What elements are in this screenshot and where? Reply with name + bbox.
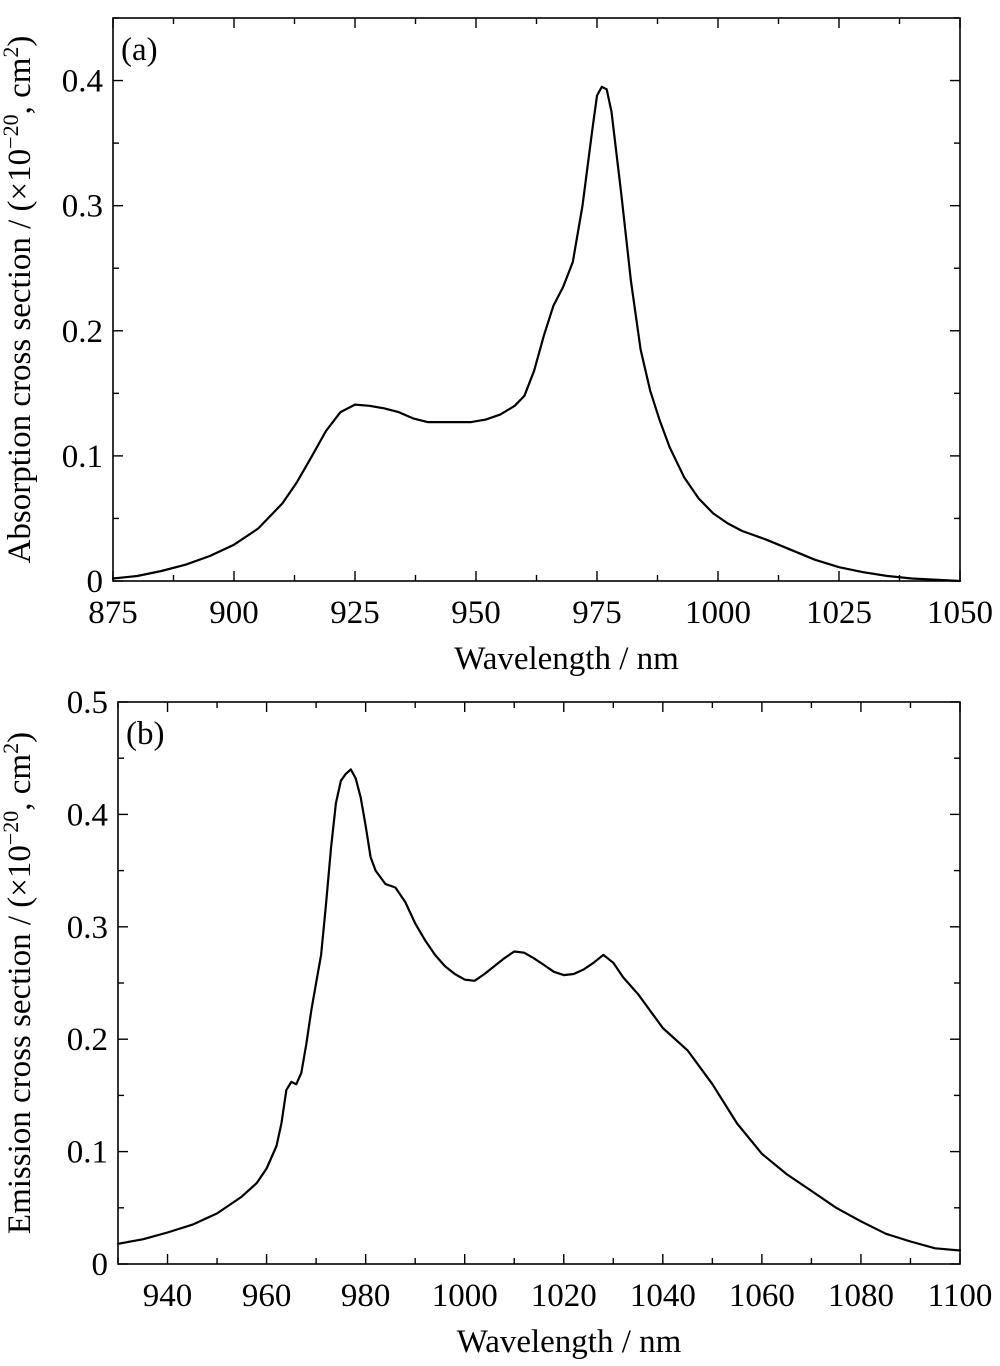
x-axis-title: Wavelength / nm xyxy=(454,641,679,677)
x-tick-label: 940 xyxy=(143,1278,193,1314)
series-line xyxy=(116,768,962,1252)
x-tick-label: 1060 xyxy=(729,1278,795,1314)
y-tick-label: 0.2 xyxy=(62,314,103,350)
chart-panel-a: 875 900 925 950 975 1000 1025 1050 0 0.1 0.2 0.3 0.4… xyxy=(0,17,993,677)
x-tick-label: 1040 xyxy=(630,1278,696,1314)
plot-frame xyxy=(117,701,961,1265)
x-axis-title: Wavelength / nm xyxy=(457,1324,682,1360)
y-tick-label: 0 xyxy=(87,564,104,600)
y-tick-label: 0.2 xyxy=(67,1022,108,1058)
y-axis-title-superscript: −20 xyxy=(0,114,23,148)
y-axis-title-part: Emission cross section / (×10 xyxy=(2,845,38,1234)
y-tick-label: 0.5 xyxy=(67,685,108,721)
x-tick-label: 925 xyxy=(330,595,380,631)
x-tick-label: 980 xyxy=(341,1278,391,1314)
y-axis-title-part: , cm xyxy=(2,57,38,114)
x-tick-label: 960 xyxy=(242,1278,292,1314)
x-tick-label: 900 xyxy=(209,595,259,631)
x-tick-label: 1025 xyxy=(806,595,872,631)
x-tick-label: 1100 xyxy=(928,1278,993,1314)
plot-frame xyxy=(112,17,961,582)
y-axis-title-part: ) xyxy=(2,36,38,47)
y-tick-label: 0.3 xyxy=(62,189,103,225)
y-tick-label: 0.3 xyxy=(67,910,108,946)
y-tick-label: 0 xyxy=(92,1247,109,1283)
x-tick-label: 975 xyxy=(572,595,622,631)
y-axis-title-part: ) xyxy=(2,732,38,743)
x-tick-label: 1020 xyxy=(531,1278,597,1314)
panel-label: (b) xyxy=(126,716,164,752)
y-axis-title: Emission cross section / (×10−20, cm2) xyxy=(0,732,38,1234)
y-tick-label: 0.1 xyxy=(67,1135,108,1171)
series-line xyxy=(111,85,962,583)
x-tick-label: 875 xyxy=(88,595,138,631)
x-tick-label: 1080 xyxy=(828,1278,894,1314)
x-tick-label: 1050 xyxy=(927,595,993,631)
y-axis-title-superscript: −20 xyxy=(0,811,23,845)
y-tick-label: 0.4 xyxy=(67,797,108,833)
x-tick-label: 1000 xyxy=(432,1278,498,1314)
y-axis-title-part: Absorption cross section / (×10 xyxy=(2,149,38,564)
chart-panel-b: 940 960 980 1000 1020 1040 1060 1080 1100 0 0.1 0.2… xyxy=(0,685,992,1360)
y-tick-label: 0.1 xyxy=(62,439,103,475)
y-axis-title-superscript: 2 xyxy=(0,47,23,58)
y-axis-title: Absorption cross section / (×10−20, cm2) xyxy=(0,36,38,564)
y-axis-title-superscript: 2 xyxy=(0,743,23,754)
x-tick-label: 950 xyxy=(451,595,501,631)
y-tick-label: 0.4 xyxy=(62,64,103,100)
x-tick-label: 1000 xyxy=(685,595,751,631)
y-axis-title-part: , cm xyxy=(2,754,38,811)
panel-label: (a) xyxy=(121,32,158,68)
